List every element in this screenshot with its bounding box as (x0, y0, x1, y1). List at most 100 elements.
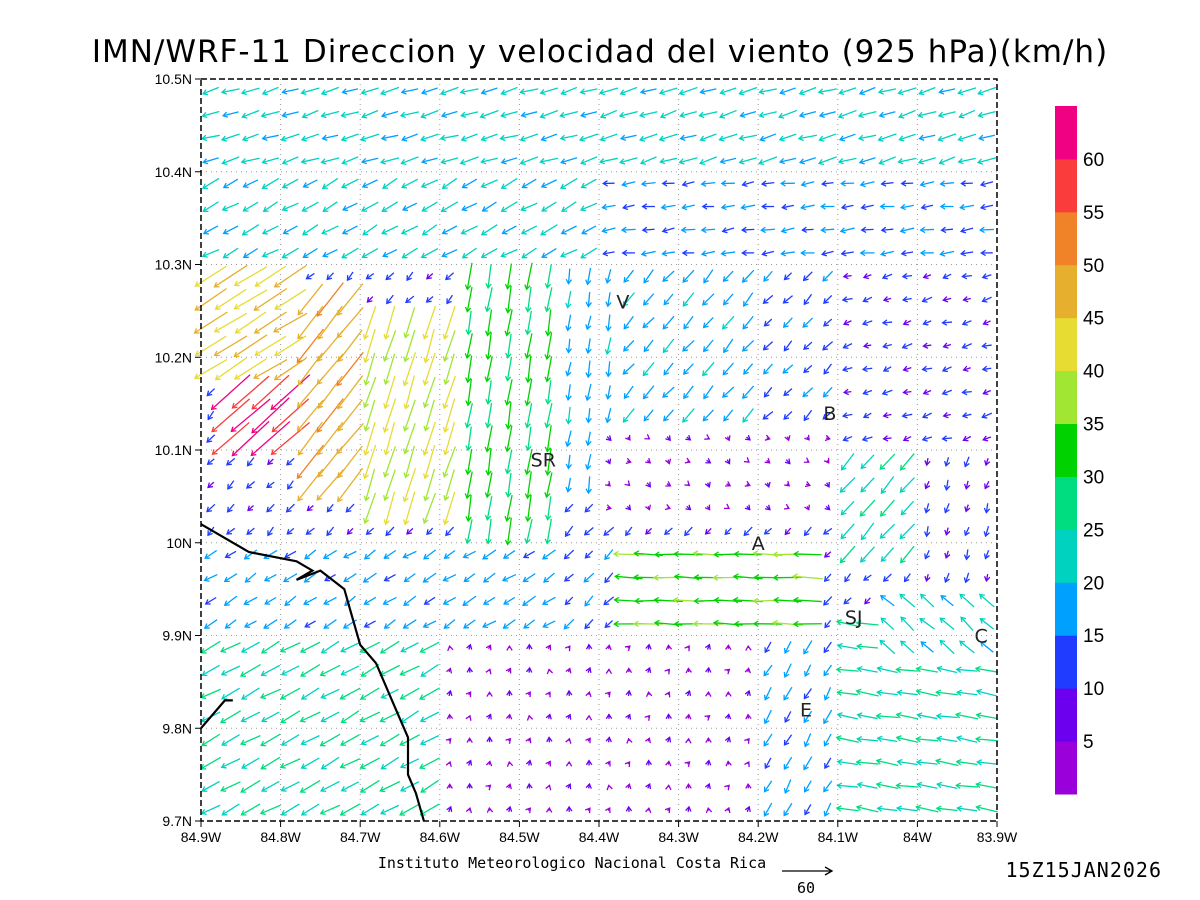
wind-vector-head (793, 550, 799, 558)
wind-vector-head (665, 760, 672, 767)
wind-vector (901, 343, 913, 350)
wind-vector-head (922, 389, 929, 396)
wind-vector-head (955, 666, 962, 673)
wind-vector-shaft (547, 309, 552, 336)
wind-vector-head (744, 805, 751, 812)
wind-vector-head (719, 157, 726, 165)
wind-vector (379, 733, 400, 747)
wind-vector (791, 573, 823, 580)
wind-vector (823, 363, 833, 375)
wind-vector (243, 620, 257, 628)
wind-vector-head (940, 226, 947, 234)
wind-vector-shaft (959, 640, 975, 654)
wind-vector (464, 402, 473, 429)
wind-vector (632, 620, 664, 628)
wind-vector (585, 431, 592, 447)
y-tick-label: 9.8N (162, 720, 192, 736)
wind-vector (563, 618, 575, 630)
wind-vector-shaft (880, 499, 895, 517)
wind-vector (843, 388, 852, 396)
wind-vector (486, 713, 492, 720)
wind-vector-shaft (262, 134, 279, 140)
wind-vector-head (685, 805, 692, 812)
wind-vector (214, 357, 247, 381)
wind-vector (540, 224, 558, 236)
wind-vector (919, 593, 935, 608)
wind-vector (841, 296, 853, 303)
wind-vector-shaft (404, 445, 415, 478)
wind-vector (705, 458, 712, 464)
wind-vector-shaft (202, 248, 220, 257)
wind-vector (363, 596, 377, 605)
wind-vector (699, 156, 717, 166)
wind-vector (705, 737, 712, 743)
wind-vector-shaft (262, 225, 279, 235)
wind-vector (860, 203, 874, 211)
wind-vector (939, 203, 954, 210)
wind-vector-head (980, 249, 986, 257)
wind-vector-head (305, 273, 312, 280)
wind-vector (644, 434, 651, 440)
wind-vector (461, 202, 478, 212)
wind-vector-shaft (899, 523, 916, 539)
wind-vector-head (300, 88, 307, 96)
wind-vector (283, 619, 297, 629)
wind-vector-head (263, 575, 270, 582)
wind-vector-head (942, 273, 949, 280)
wind-vector-shaft (774, 599, 802, 603)
colorbar-bin (1055, 211, 1077, 266)
wind-vector-head (442, 355, 449, 363)
wind-vector (546, 668, 554, 675)
wind-vector-head (941, 366, 948, 373)
wind-vector (639, 133, 658, 142)
wind-vector-head (938, 88, 945, 95)
wind-vector-shaft (640, 88, 657, 93)
wind-vector-head (585, 372, 592, 379)
wind-vector (920, 641, 934, 653)
wind-vector-head (941, 435, 948, 442)
wind-vector-shaft (898, 157, 917, 163)
wind-vector (320, 756, 340, 770)
wind-vector-head (685, 783, 692, 789)
wind-vector-shaft (342, 225, 358, 235)
wind-vector-shaft (882, 321, 893, 324)
wind-vector-head (211, 449, 218, 456)
wind-vector (339, 758, 361, 769)
wind-vector (725, 760, 732, 767)
wind-vector-shaft (781, 251, 795, 255)
wind-vector-head (383, 378, 390, 386)
wind-vector-shaft (938, 133, 957, 141)
wind-vector (363, 399, 376, 432)
wind-vector-head (321, 134, 328, 141)
wind-vector (804, 504, 810, 511)
wind-vector-shaft (662, 227, 675, 233)
wind-vector-head (319, 670, 326, 677)
wind-vector-head (763, 694, 770, 701)
wind-vector-shaft (900, 640, 915, 654)
wind-vector-shaft (385, 422, 396, 455)
wind-vector-shaft (963, 367, 971, 371)
wind-vector-shaft (699, 156, 717, 165)
wind-vector (524, 471, 532, 500)
wind-vector-head (979, 641, 986, 647)
wind-vector (239, 663, 261, 677)
wind-vector-head (224, 623, 231, 629)
wind-vector-shaft (679, 86, 698, 95)
wind-vector-head (653, 619, 660, 627)
wind-vector (506, 805, 513, 813)
wind-vector (703, 385, 714, 400)
wind-vector-shaft (902, 413, 913, 417)
wind-vector (943, 479, 951, 491)
wind-vector-head (822, 391, 829, 398)
wind-vector-head (878, 111, 885, 118)
wind-vector (681, 180, 695, 188)
wind-vector (522, 550, 536, 559)
wind-vector (465, 426, 472, 452)
y-tick-label: 10N (166, 535, 192, 551)
wind-vector-head (823, 786, 829, 793)
wind-vector-head (783, 671, 790, 679)
wind-vector-head (879, 203, 886, 210)
wind-vector (916, 781, 938, 789)
wind-vector-shaft (840, 500, 855, 516)
